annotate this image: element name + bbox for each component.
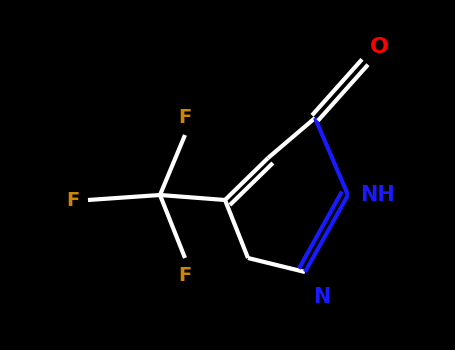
- Text: F: F: [178, 266, 192, 285]
- Text: F: F: [67, 190, 80, 210]
- Text: F: F: [178, 108, 192, 127]
- Text: N: N: [313, 287, 330, 307]
- Text: NH: NH: [360, 185, 395, 205]
- Text: O: O: [370, 37, 389, 57]
